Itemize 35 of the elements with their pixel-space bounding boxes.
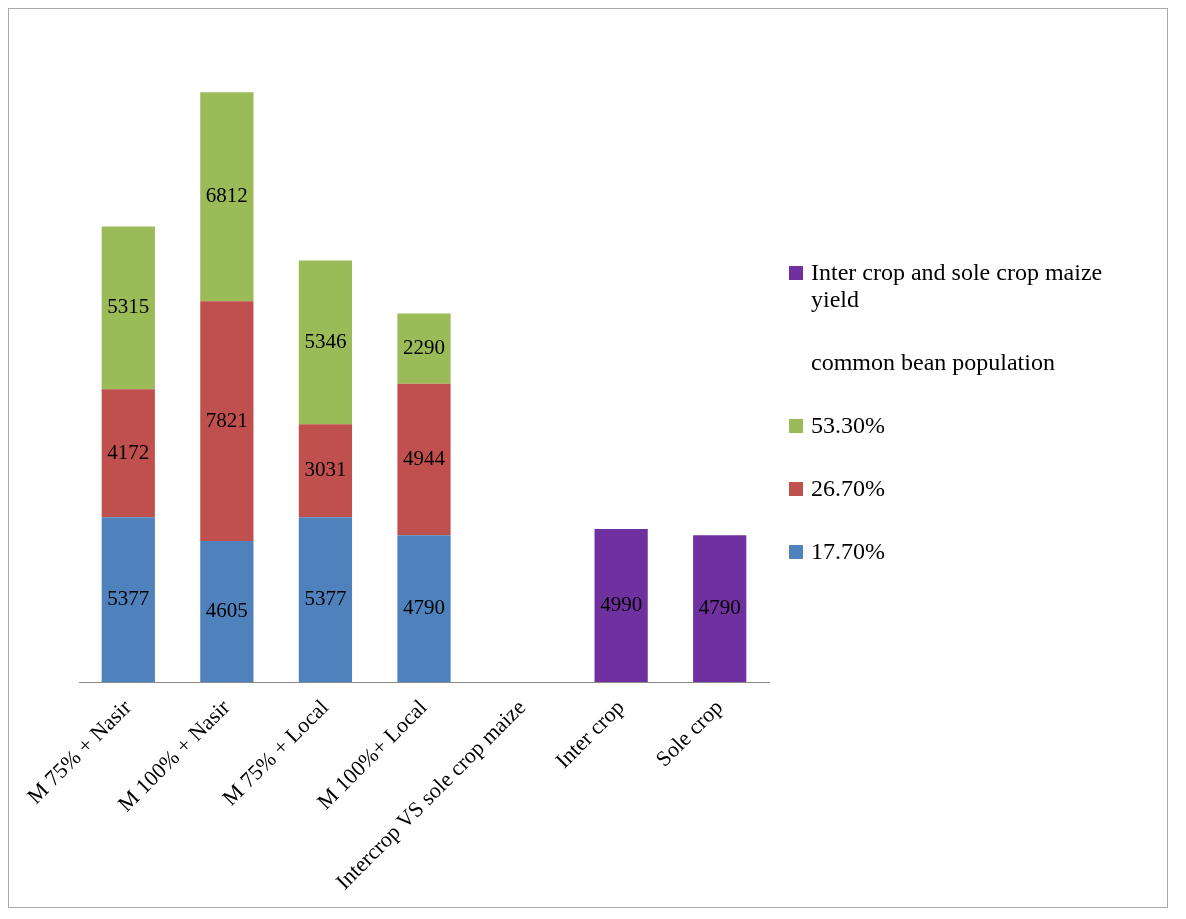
bar	[200, 301, 254, 541]
data-label: 4790	[403, 595, 445, 620]
legend-label: 26.70%	[811, 475, 885, 502]
bar	[397, 535, 451, 683]
bar	[101, 226, 155, 390]
data-label: 5377	[107, 586, 150, 611]
bar	[298, 517, 353, 683]
data-label: 3031	[304, 457, 347, 482]
data-label: 4944	[403, 445, 446, 470]
text: common bean population	[811, 349, 1055, 376]
bar	[397, 313, 451, 384]
legend-label: 17.70%	[811, 538, 885, 565]
bar	[200, 92, 254, 302]
x-tick-label: Inter crop	[550, 694, 629, 773]
bar	[101, 389, 155, 518]
bar	[298, 260, 353, 425]
data-label: 4605	[205, 597, 248, 622]
data-label: 2290	[403, 335, 445, 360]
legend-label: Inter crop and sole crop maize yield	[811, 259, 1104, 313]
bar	[693, 535, 747, 683]
bar	[397, 383, 451, 536]
bar	[594, 529, 648, 683]
legend-label: 53.30%	[811, 412, 885, 439]
x-tick-label: Sole crop	[650, 694, 728, 772]
data-label: 4990	[600, 592, 643, 617]
data-label: 5315	[107, 294, 150, 319]
data-label: 4790	[698, 595, 741, 620]
data-label: 4172	[107, 439, 150, 464]
data-label: 5377	[304, 586, 347, 611]
bar	[298, 424, 353, 518]
data-label: 7821	[205, 407, 248, 432]
bar	[101, 517, 155, 683]
data-label: 5346	[304, 328, 347, 353]
data-label: 6812	[205, 183, 248, 208]
bar	[200, 540, 254, 683]
